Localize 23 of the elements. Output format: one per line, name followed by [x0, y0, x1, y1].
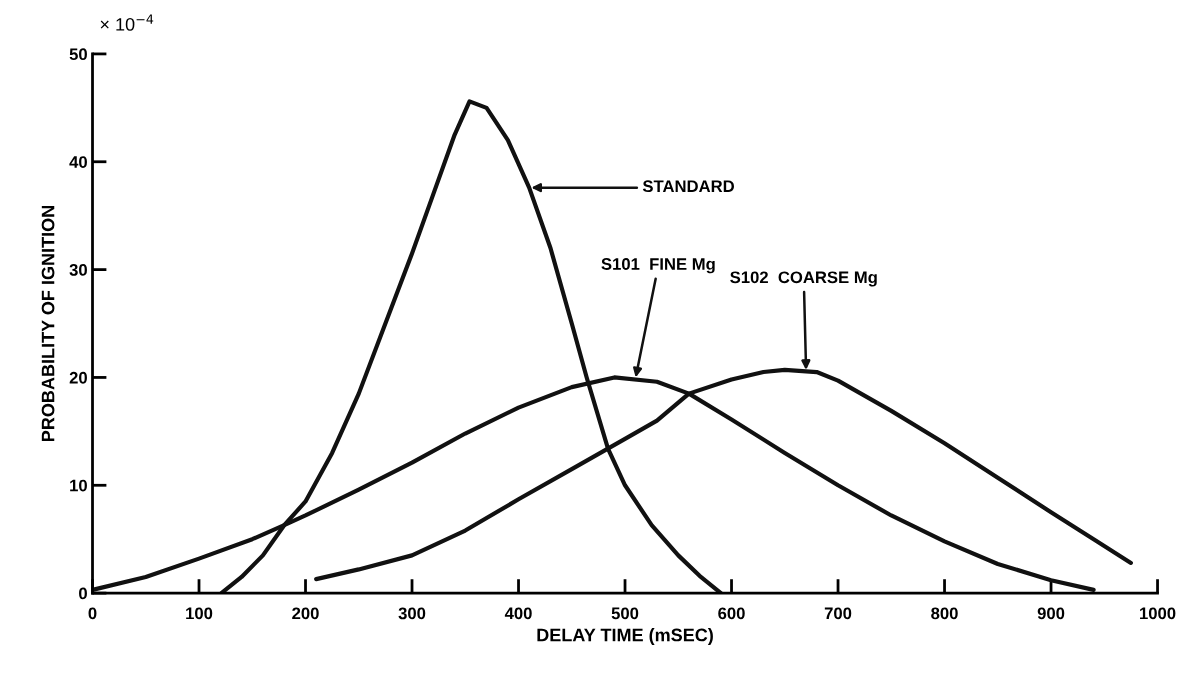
y-tick-label: 50	[69, 48, 87, 61]
y-tick-label: 40	[69, 156, 87, 168]
x-tick-label: 400	[504, 607, 532, 620]
x-tick-label: 700	[824, 607, 852, 620]
x-tick-label: 1000	[1140, 607, 1176, 620]
y-axis-title: PROBABILITY OF IGNITION	[41, 206, 55, 442]
x-axis-title: DELAY TIME (mSEC)	[537, 628, 713, 645]
x-tick-label: 300	[398, 607, 426, 620]
annotation: STANDARD	[642, 180, 734, 193]
y-tick-label: 30	[69, 264, 87, 276]
annotation: S102 COARSE Mg	[730, 271, 877, 287]
x-tick-label: 800	[931, 607, 958, 620]
x-tick-label: 600	[718, 607, 745, 620]
y-tick-label: 20	[69, 371, 87, 384]
y-tick-label: 0	[79, 587, 87, 600]
x-tick-label: 200	[292, 607, 319, 620]
text: × 10$^{−4}$	[100, 14, 154, 31]
x-tick-label: 900	[1037, 607, 1065, 620]
x-tick-label: 500	[611, 607, 639, 620]
x-tick-label: 0	[88, 607, 97, 620]
y-tick-label: 10	[70, 479, 87, 492]
annotation: S101 FINE Mg	[601, 258, 715, 274]
x-tick-label: 100	[186, 607, 213, 620]
